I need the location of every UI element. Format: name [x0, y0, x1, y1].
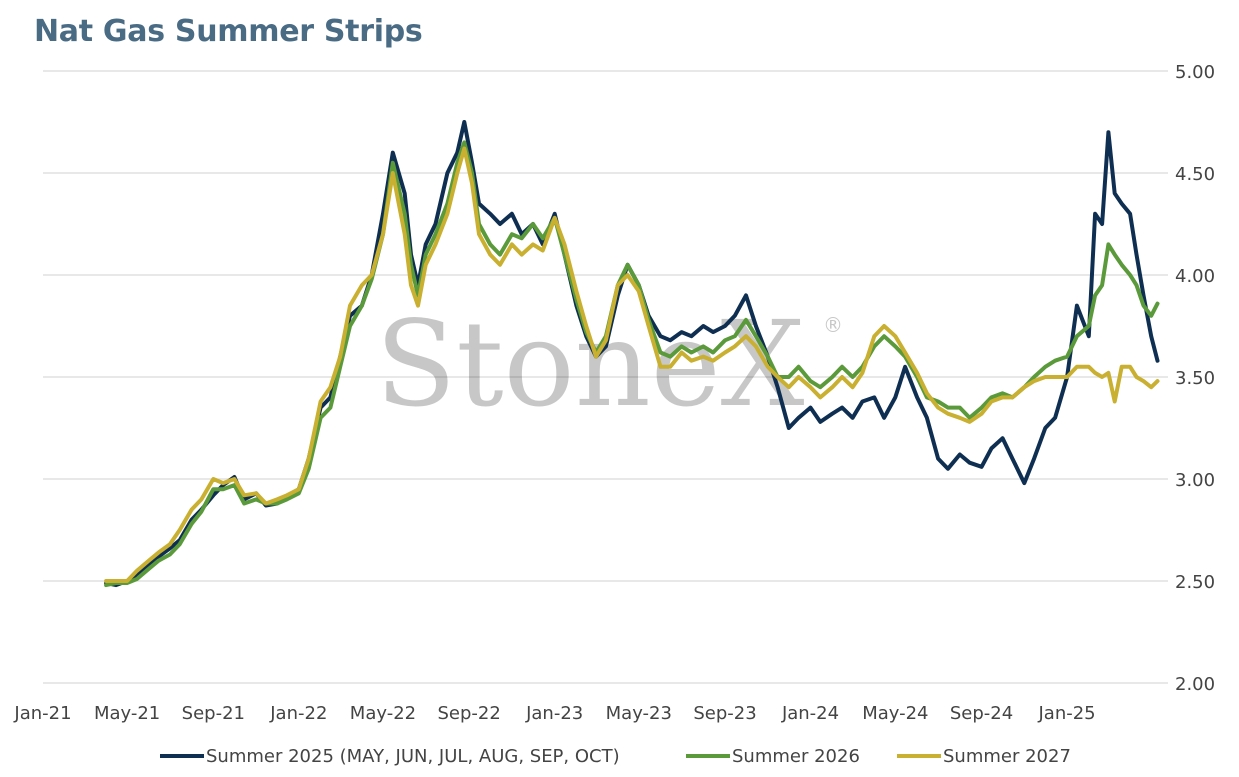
y-axis-ticks: 2.00 2.50 3.00 3.50 4.00 4.50 5.00 — [1175, 62, 1215, 695]
x-tick-label: Jan-25 — [1037, 703, 1095, 724]
y-tick-label: 2.50 — [1175, 572, 1215, 593]
legend-label: Summer 2027 — [943, 746, 1071, 767]
watermark-logo-text: StoneX — [375, 295, 804, 433]
watermark-registered-mark: ® — [823, 313, 843, 337]
legend-label: Summer 2025 (MAY, JUN, JUL, AUG, SEP, OC… — [206, 746, 620, 767]
y-tick-label: 4.50 — [1175, 164, 1215, 185]
legend: Summer 2025 (MAY, JUN, JUL, AUG, SEP, OC… — [160, 746, 1071, 767]
series-lines — [104, 120, 1160, 588]
x-tick-label: Jan-23 — [525, 703, 583, 724]
x-tick-label: Sep-22 — [438, 703, 501, 724]
legend-label: Summer 2026 — [732, 746, 860, 767]
series-line-3 — [104, 146, 1160, 583]
x-tick-label: May-21 — [94, 703, 160, 724]
x-axis-ticks: Jan-21 May-21 Sep-21 Jan-22 May-22 Sep-22 Jan-… — [13, 703, 1095, 724]
x-tick-label: Sep-21 — [182, 703, 245, 724]
x-tick-label: Sep-24 — [950, 703, 1013, 724]
x-tick-label: Jan-24 — [781, 703, 839, 724]
y-tick-label: 4.00 — [1175, 266, 1215, 287]
y-tick-label: 3.00 — [1175, 470, 1215, 491]
x-tick-label: Jan-21 — [13, 703, 71, 724]
x-tick-label: Sep-23 — [693, 703, 756, 724]
y-tick-label: 2.00 — [1175, 674, 1215, 695]
x-tick-label: May-23 — [606, 703, 672, 724]
y-tick-label: 5.00 — [1175, 62, 1215, 83]
chart-title: Nat Gas Summer Strips — [34, 14, 423, 49]
y-tick-label: 3.50 — [1175, 368, 1215, 389]
x-tick-label: Jan-22 — [269, 703, 327, 724]
x-tick-label: May-22 — [350, 703, 416, 724]
x-tick-label: May-24 — [862, 703, 928, 724]
